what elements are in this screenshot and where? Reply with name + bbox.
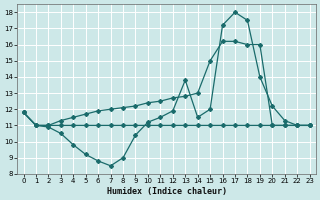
X-axis label: Humidex (Indice chaleur): Humidex (Indice chaleur) [107, 187, 227, 196]
